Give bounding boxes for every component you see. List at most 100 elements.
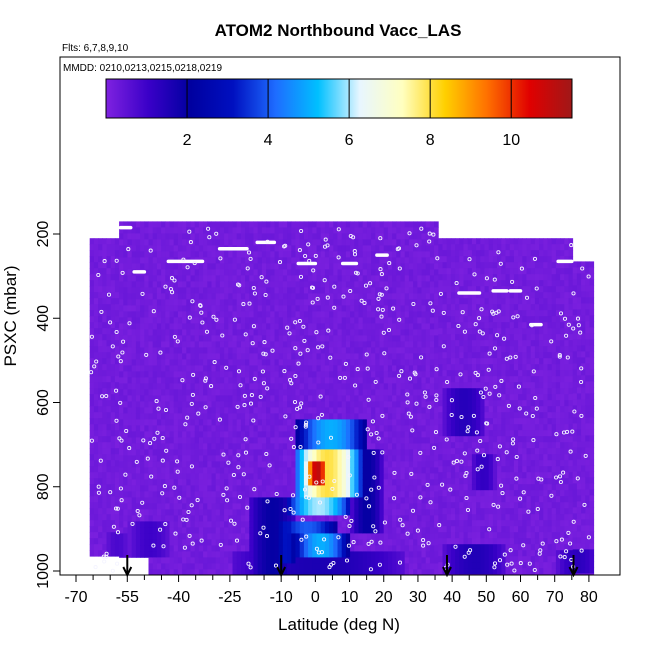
field-cell xyxy=(240,491,246,498)
field-cell xyxy=(253,245,259,252)
field-cell xyxy=(408,239,414,246)
field-cell xyxy=(110,514,116,521)
field-cell xyxy=(345,539,351,546)
field-cell xyxy=(194,299,200,306)
field-cell xyxy=(366,509,372,516)
field-cell xyxy=(371,551,376,558)
field-cell xyxy=(173,497,179,504)
field-cell xyxy=(177,299,183,306)
field-cell xyxy=(261,377,267,384)
field-cell xyxy=(232,533,238,540)
field-cell xyxy=(198,563,204,570)
field-cell xyxy=(387,497,393,504)
field-cell xyxy=(362,419,368,426)
field-cell xyxy=(207,455,212,462)
field-cell xyxy=(182,539,187,546)
field-cell xyxy=(270,491,275,498)
field-cell xyxy=(98,382,103,389)
field-cell xyxy=(215,359,221,366)
field-cell xyxy=(219,533,225,540)
field-cell xyxy=(362,491,368,498)
field-cell xyxy=(106,316,112,323)
field-cell xyxy=(354,557,359,564)
field-cell xyxy=(261,293,267,300)
field-cell xyxy=(203,527,208,534)
field-cell xyxy=(417,377,422,384)
field-cell xyxy=(119,545,124,552)
field-cell xyxy=(165,395,170,402)
field-cell xyxy=(186,371,191,378)
field-cell xyxy=(140,377,145,384)
field-cell xyxy=(240,257,246,264)
field-cell xyxy=(438,322,443,329)
field-cell xyxy=(114,514,120,521)
field-cell xyxy=(278,365,284,372)
field-cell xyxy=(337,365,343,372)
field-cell xyxy=(387,227,393,234)
field-cell xyxy=(215,539,221,546)
field-cell xyxy=(299,239,305,246)
field-cell xyxy=(350,347,355,354)
field-cell xyxy=(266,335,271,342)
field-cell xyxy=(232,383,238,390)
field-cell xyxy=(165,503,170,510)
field-cell xyxy=(274,449,280,456)
field-cell xyxy=(295,521,301,528)
field-cell xyxy=(446,292,452,299)
field-cell xyxy=(354,239,359,246)
field-cell xyxy=(396,239,401,246)
field-cell xyxy=(337,299,343,306)
field-cell xyxy=(383,419,389,426)
field-cell xyxy=(324,275,330,282)
field-cell xyxy=(249,221,254,228)
field-cell xyxy=(219,521,225,528)
field-cell xyxy=(98,406,103,413)
field-cell xyxy=(324,293,330,300)
field-cell xyxy=(446,346,452,353)
field-cell xyxy=(127,521,133,528)
field-cell xyxy=(274,341,280,348)
field-cell xyxy=(203,545,208,552)
field-cell xyxy=(404,365,410,372)
field-cell xyxy=(337,239,343,246)
field-cell xyxy=(102,412,107,419)
field-cell xyxy=(434,353,439,360)
field-cell xyxy=(249,401,254,408)
field-cell xyxy=(114,508,120,515)
field-cell xyxy=(148,353,154,360)
field-cell xyxy=(396,287,401,294)
field-cell xyxy=(219,233,225,240)
field-cell xyxy=(404,413,410,420)
field-cell xyxy=(413,305,418,312)
field-cell xyxy=(375,407,380,414)
field-cell xyxy=(186,419,191,426)
field-cell xyxy=(421,257,427,264)
field-cell xyxy=(119,395,124,402)
field-cell xyxy=(387,401,393,408)
field-cell xyxy=(354,443,359,450)
field-cell xyxy=(106,388,112,395)
field-cell xyxy=(320,263,326,270)
field-cell xyxy=(429,437,435,444)
field-cell xyxy=(266,521,271,528)
field-cell xyxy=(228,515,233,522)
field-cell xyxy=(119,233,124,240)
field-cell xyxy=(249,317,254,324)
field-cell xyxy=(228,545,233,552)
field-cell xyxy=(350,461,355,468)
field-cell xyxy=(438,496,443,503)
field-cell xyxy=(350,419,355,426)
field-cell xyxy=(106,550,112,557)
field-cell xyxy=(299,281,305,288)
field-cell xyxy=(98,334,103,341)
field-cell xyxy=(316,551,322,558)
field-cell xyxy=(341,443,347,450)
field-cell xyxy=(312,263,317,270)
field-cell xyxy=(245,551,250,558)
field-cell xyxy=(425,221,431,228)
field-cell xyxy=(413,479,418,486)
field-cell xyxy=(371,353,376,360)
field-cell xyxy=(135,233,141,240)
field-cell xyxy=(249,281,254,288)
field-cell xyxy=(207,371,212,378)
